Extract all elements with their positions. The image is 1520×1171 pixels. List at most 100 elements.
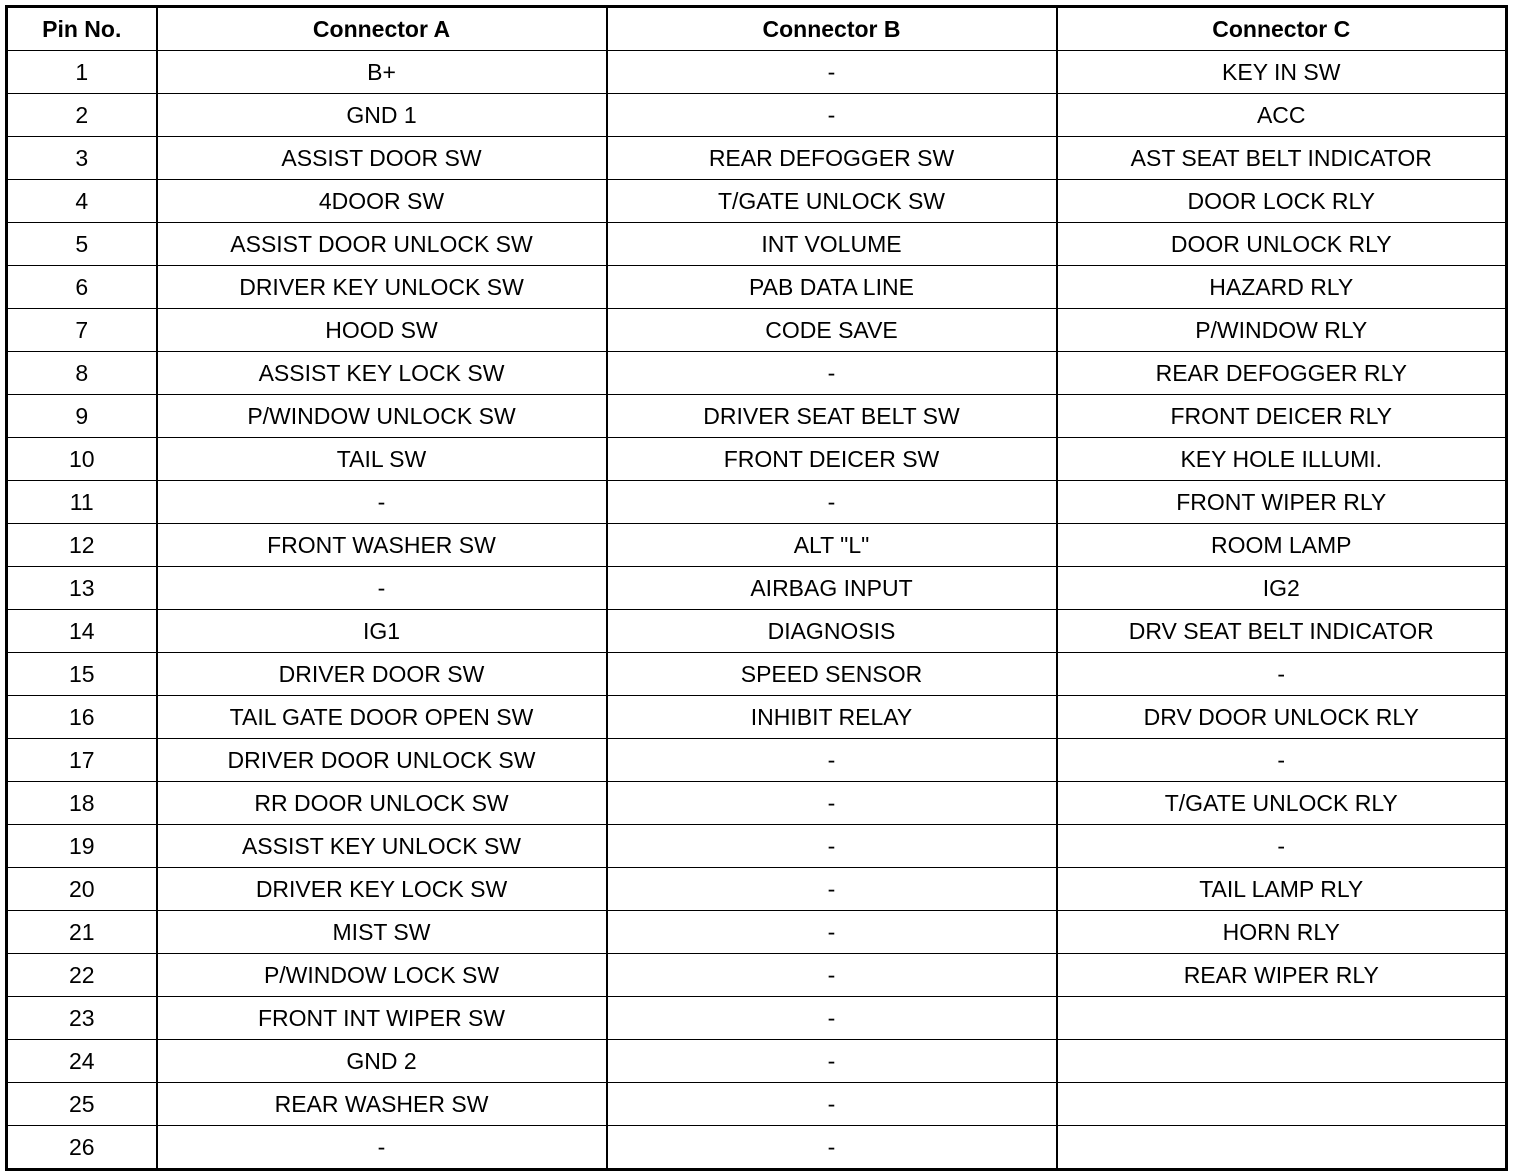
connector-pin-table: Pin No. Connector A Connector B Connecto… (5, 5, 1508, 1171)
pin-number-cell: 9 (5, 394, 157, 438)
table-row: 3 ASSIST DOOR SW REAR DEFOGGER SW AST SEAT … (5, 136, 1507, 180)
connector-c-cell: REAR DEFOGGER RLY (1055, 351, 1507, 395)
connector-b-cell: DRIVER SEAT BELT SW (605, 394, 1057, 438)
connector-c-cell: ROOM LAMP (1055, 523, 1507, 567)
connector-b-cell: - (605, 351, 1057, 395)
connector-b-cell: CODE SAVE (605, 308, 1057, 352)
pin-number-cell: 8 (5, 351, 157, 395)
connector-b-cell: AIRBAG INPUT (605, 566, 1057, 610)
connector-a-cell: GND 2 (155, 1039, 607, 1083)
connector-a-cell: ASSIST DOOR UNLOCK SW (155, 222, 607, 266)
table-row: 26- - (5, 1125, 1507, 1170)
table-row: 9 P/WINDOW UNLOCK SW DRIVER SEAT BELT SW FR… (5, 394, 1507, 438)
connector-a-cell: MIST SW (155, 910, 607, 954)
connector-b-cell: - (605, 480, 1057, 524)
table-row: 10 TAIL SW FRONT DEICER SW KEY HOLE ILLUMI. (5, 437, 1507, 481)
table-row: 19 ASSIST KEY UNLOCK SW - - (5, 824, 1507, 868)
connector-a-cell: FRONT WASHER SW (155, 523, 607, 567)
connector-a-cell: DRIVER DOOR UNLOCK SW (155, 738, 607, 782)
pin-number-cell: 6 (5, 265, 157, 309)
connector-c-cell: P/WINDOW RLY (1055, 308, 1507, 352)
connector-a-cell: - (155, 480, 607, 524)
table-row: 25 REAR WASHER SW - (5, 1082, 1507, 1126)
connector-a-cell: P/WINDOW UNLOCK SW (155, 394, 607, 438)
connector-a-cell: P/WINDOW LOCK SW (155, 953, 607, 997)
connector-c-cell: HORN RLY (1055, 910, 1507, 954)
connector-b-cell: PAB DATA LINE (605, 265, 1057, 309)
connector-a-cell: 4DOOR SW (155, 179, 607, 223)
connector-c-cell: AST SEAT BELT INDICATOR (1055, 136, 1507, 180)
pin-number-cell: 21 (5, 910, 157, 954)
connector-b-cell: - (605, 781, 1057, 825)
pin-number-cell: 18 (5, 781, 157, 825)
pin-number-cell: 14 (5, 609, 157, 653)
table-row: 5 ASSIST DOOR UNLOCK SW INT VOLUME DOOR UNL… (5, 222, 1507, 266)
connector-c-cell: IG2 (1055, 566, 1507, 610)
pin-number-cell: 3 (5, 136, 157, 180)
connector-c-cell: HAZARD RLY (1055, 265, 1507, 309)
connector-b-cell: - (605, 996, 1057, 1040)
table-row: 6 DRIVER KEY UNLOCK SW PAB DATA LINE HAZARD… (5, 265, 1507, 309)
connector-b-cell: - (605, 910, 1057, 954)
table-row: 12 FRONT WASHER SW ALT "L" ROOM LAMP (5, 523, 1507, 567)
header-pin-no: Pin No. (5, 6, 157, 51)
table-row: 14 IG1 DIAGNOSIS DRV SEAT BELT INDICATOR (5, 609, 1507, 653)
connector-c-cell: DOOR UNLOCK RLY (1055, 222, 1507, 266)
connector-a-cell: DRIVER KEY LOCK SW (155, 867, 607, 911)
header-connector-b: Connector B (605, 6, 1057, 51)
pin-number-cell: 13 (5, 566, 157, 610)
connector-c-cell: - (1055, 824, 1507, 868)
connector-b-cell: - (605, 93, 1057, 137)
connector-b-cell: INT VOLUME (605, 222, 1057, 266)
pin-number-cell: 7 (5, 308, 157, 352)
table-row: 4 4DOOR SW T/GATE UNLOCK SW DOOR LOCK RLY (5, 179, 1507, 223)
connector-a-cell: B+ (155, 50, 607, 94)
connector-c-cell: REAR WIPER RLY (1055, 953, 1507, 997)
header-connector-a: Connector A (155, 6, 607, 51)
pin-number-cell: 24 (5, 1039, 157, 1083)
pin-number-cell: 2 (5, 93, 157, 137)
table-row: 18 RR DOOR UNLOCK SW - T/GATE UNLOCK RLY (5, 781, 1507, 825)
connector-b-cell: - (605, 738, 1057, 782)
pin-number-cell: 5 (5, 222, 157, 266)
table-row: 13- AIRBAG INPUT IG2 (5, 566, 1507, 610)
pin-number-cell: 26 (5, 1125, 157, 1170)
connector-a-cell: RR DOOR UNLOCK SW (155, 781, 607, 825)
connector-a-cell: REAR WASHER SW (155, 1082, 607, 1126)
table-row: 21 MIST SW - HORN RLY (5, 910, 1507, 954)
table-row: 20 DRIVER KEY LOCK SW - TAIL LAMP RLY (5, 867, 1507, 911)
pin-number-cell: 25 (5, 1082, 157, 1126)
table-row: 23 FRONT INT WIPER SW - (5, 996, 1507, 1040)
connector-c-cell: - (1055, 652, 1507, 696)
connector-a-cell: TAIL GATE DOOR OPEN SW (155, 695, 607, 739)
pin-number-cell: 17 (5, 738, 157, 782)
pin-number-cell: 19 (5, 824, 157, 868)
connector-b-cell: - (605, 867, 1057, 911)
connector-a-cell: TAIL SW (155, 437, 607, 481)
pin-number-cell: 11 (5, 480, 157, 524)
pin-number-cell: 12 (5, 523, 157, 567)
pin-number-cell: 16 (5, 695, 157, 739)
table-row: 2 GND 1- ACC (5, 93, 1507, 137)
header-row: Pin No. Connector A Connector B Connecto… (5, 6, 1507, 51)
connector-b-cell: REAR DEFOGGER SW (605, 136, 1057, 180)
connector-a-cell: IG1 (155, 609, 607, 653)
connector-b-cell: - (605, 50, 1057, 94)
connector-c-cell (1055, 1039, 1507, 1083)
connector-b-cell: - (605, 1039, 1057, 1083)
connector-c-cell: DOOR LOCK RLY (1055, 179, 1507, 223)
connector-a-cell: DRIVER KEY UNLOCK SW (155, 265, 607, 309)
connector-c-cell: - (1055, 738, 1507, 782)
pin-number-cell: 15 (5, 652, 157, 696)
table-row: 22 P/WINDOW LOCK SW - REAR WIPER RLY (5, 953, 1507, 997)
header-connector-c: Connector C (1055, 6, 1507, 51)
connector-c-cell: FRONT DEICER RLY (1055, 394, 1507, 438)
connector-b-cell: - (605, 824, 1057, 868)
connector-b-cell: T/GATE UNLOCK SW (605, 179, 1057, 223)
connector-c-cell: TAIL LAMP RLY (1055, 867, 1507, 911)
connector-a-cell: FRONT INT WIPER SW (155, 996, 607, 1040)
connector-a-cell: ASSIST KEY LOCK SW (155, 351, 607, 395)
table-row: 16 TAIL GATE DOOR OPEN SW INHIBIT RELAY DRV… (5, 695, 1507, 739)
table-row: 24 GND 2- (5, 1039, 1507, 1083)
pin-number-cell: 10 (5, 437, 157, 481)
